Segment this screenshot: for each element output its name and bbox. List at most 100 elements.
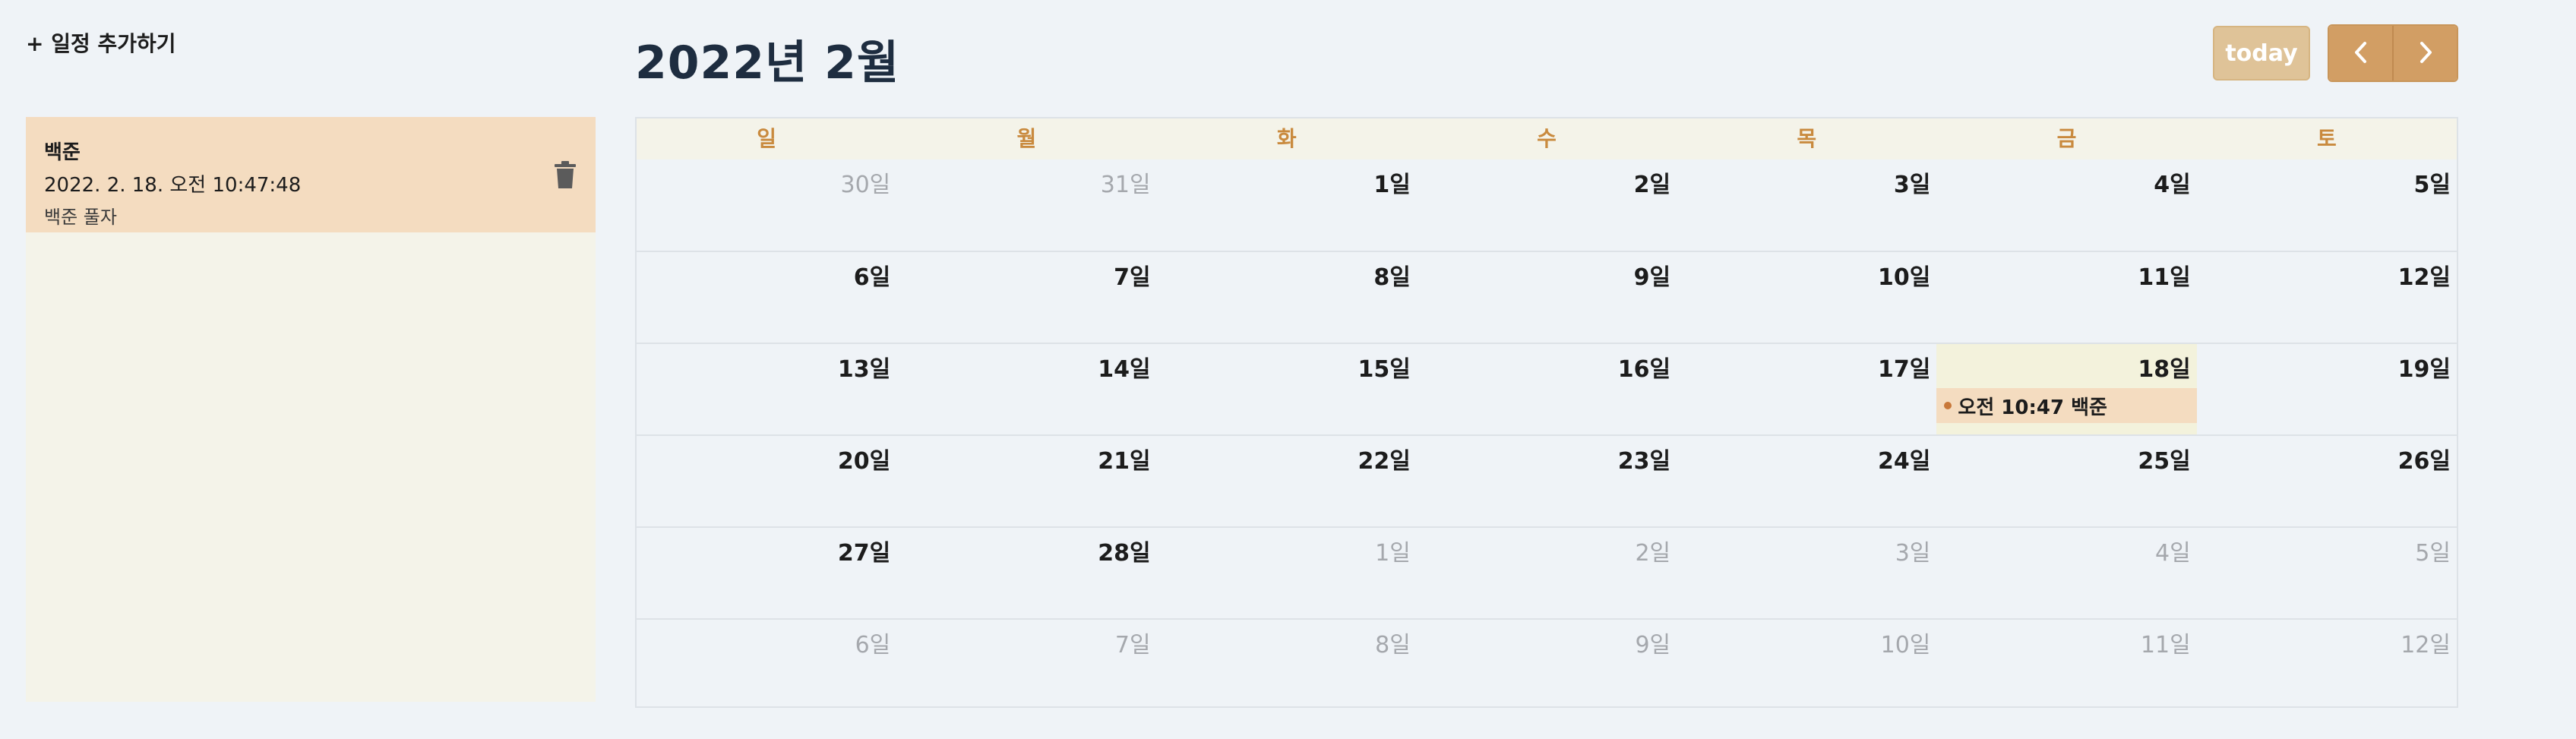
day-number: 6일 (853, 264, 891, 291)
calendar-day[interactable]: 7일 (896, 620, 1156, 710)
day-number: 7일 (1114, 264, 1151, 291)
weekday-wed: 수 (1537, 126, 1557, 151)
calendar-day[interactable]: 5일 (2197, 159, 2457, 251)
day-number: 7일 (1114, 632, 1151, 658)
calendar-day[interactable]: 31일 (896, 159, 1156, 251)
calendar-day[interactable]: 22일 (1157, 436, 1417, 526)
calendar-day[interactable]: 8일 (1157, 620, 1417, 710)
calendar-week: 30일 31일 1일 2일 3일 4일 5일 (637, 159, 2457, 251)
day-number: 15일 (1358, 356, 1411, 383)
calendar-day[interactable]: 8일 (1157, 252, 1417, 343)
calendar-day[interactable]: 6일 (637, 252, 896, 343)
calendar-day[interactable]: 12일 (2197, 620, 2457, 710)
day-number: 11일 (2140, 632, 2191, 658)
calendar-day[interactable]: 9일 (1417, 620, 1677, 710)
weekday-fri: 금 (2056, 126, 2077, 151)
day-number: 21일 (1098, 448, 1151, 475)
day-number: 5일 (2415, 540, 2451, 567)
day-number: 18일 (2138, 356, 2191, 383)
day-number: 8일 (1373, 264, 1411, 291)
calendar-day[interactable]: 23일 (1417, 436, 1677, 526)
calendar-day[interactable]: 13일 (637, 344, 896, 434)
calendar-day[interactable]: 2일 (1417, 159, 1677, 251)
day-number: 3일 (1893, 172, 1931, 198)
day-number: 9일 (1635, 632, 1671, 658)
event-description: 백준 풀자 (44, 207, 117, 228)
weekday-header: 일 월 화 수 목 금 토 (637, 118, 2457, 159)
day-number: 5일 (2413, 172, 2451, 198)
today-button[interactable]: today (2213, 26, 2310, 81)
trash-icon[interactable] (552, 159, 579, 190)
calendar-day[interactable]: 27일 (637, 528, 896, 618)
day-number: 25일 (2138, 448, 2191, 475)
calendar-day[interactable]: 16일 (1417, 344, 1677, 434)
calendar-day[interactable]: 11일 (1936, 620, 2196, 710)
calendar-day[interactable]: 4일 (1936, 528, 2196, 618)
day-number: 30일 (840, 172, 891, 198)
day-number: 3일 (1895, 540, 1931, 567)
weekday-tue: 화 (1276, 126, 1297, 151)
calendar-day[interactable]: 4일 (1936, 159, 2196, 251)
calendar-day[interactable]: 19일 (2197, 344, 2457, 434)
calendar-day[interactable]: 28일 (896, 528, 1156, 618)
calendar-day[interactable]: 5일 (2197, 528, 2457, 618)
day-number: 10일 (1880, 632, 1931, 658)
chevron-right-icon (2416, 40, 2435, 67)
calendar-day[interactable]: 26일 (2197, 436, 2457, 526)
calendar-day[interactable]: 15일 (1157, 344, 1417, 434)
prev-month-button[interactable] (2329, 26, 2392, 81)
event-title: 백준 (44, 141, 81, 164)
day-number: 8일 (1375, 632, 1411, 658)
day-number: 4일 (2155, 540, 2191, 567)
day-number: 19일 (2397, 356, 2451, 383)
calendar-day[interactable]: 21일 (896, 436, 1156, 526)
add-event-button[interactable]: + 일정 추가하기 (26, 27, 176, 58)
calendar-day[interactable]: 20일 (637, 436, 896, 526)
day-number: 13일 (837, 356, 891, 383)
calendar-event[interactable]: 오전 10:47 백준 (1936, 388, 2197, 423)
calendar-day[interactable]: 2일 (1417, 528, 1677, 618)
calendar-event-label: 오전 10:47 백준 (1958, 396, 2107, 419)
calendar-week: 13일 14일 15일 16일 17일 18일 오전 10:47 백준 19일 (637, 343, 2457, 434)
calendar-day[interactable]: 1일 (1157, 159, 1417, 251)
calendar-grid: 일 월 화 수 목 금 토 30일 31일 1일 2일 3일 4일 5일 6일 7일 8일 9일 10… (635, 117, 2458, 708)
day-number: 16일 (1617, 356, 1671, 383)
calendar-day[interactable]: 11일 (1936, 252, 2196, 343)
next-month-button[interactable] (2392, 26, 2457, 81)
day-number: 22일 (1358, 448, 1411, 475)
calendar-day[interactable]: 3일 (1677, 159, 1936, 251)
day-number: 2일 (1633, 172, 1671, 198)
calendar-day[interactable]: 30일 (637, 159, 896, 251)
calendar-day[interactable]: 10일 (1677, 620, 1936, 710)
calendar-day[interactable]: 17일 (1677, 344, 1936, 434)
chevron-left-icon (2352, 40, 2370, 67)
calendar-week: 6일 7일 8일 9일 10일 11일 12일 (637, 618, 2457, 710)
day-number: 4일 (2154, 172, 2191, 198)
day-number: 20일 (837, 448, 891, 475)
weekday-sat: 토 (2316, 126, 2337, 151)
day-number: 17일 (1878, 356, 1931, 383)
calendar-week: 6일 7일 8일 9일 10일 11일 12일 (637, 251, 2457, 343)
weekday-sun: 일 (757, 126, 777, 151)
event-card[interactable]: 백준 2022. 2. 18. 오전 10:47:48 백준 풀자 (26, 117, 596, 232)
calendar-day[interactable]: 1일 (1157, 528, 1417, 618)
calendar-day[interactable]: 6일 (637, 620, 896, 710)
day-number: 14일 (1098, 356, 1151, 383)
calendar-day[interactable]: 24일 (1677, 436, 1936, 526)
calendar-day[interactable]: 7일 (896, 252, 1156, 343)
day-number: 10일 (1878, 264, 1931, 291)
calendar-day[interactable]: 12일 (2197, 252, 2457, 343)
calendar-day[interactable]: 3일 (1677, 528, 1936, 618)
weekday-thu: 목 (1797, 126, 1817, 151)
day-number: 6일 (855, 632, 891, 658)
calendar-day[interactable]: 14일 (896, 344, 1156, 434)
calendar-day[interactable]: 25일 (1936, 436, 2196, 526)
weekday-mon: 월 (1016, 126, 1037, 151)
calendar-day[interactable]: 9일 (1417, 252, 1677, 343)
event-time: 2022. 2. 18. 오전 10:47:48 (44, 174, 302, 197)
day-number: 31일 (1100, 172, 1151, 198)
calendar-day[interactable]: 10일 (1677, 252, 1936, 343)
event-sidebar: 백준 2022. 2. 18. 오전 10:47:48 백준 풀자 (26, 117, 596, 702)
weeks-container: 30일 31일 1일 2일 3일 4일 5일 6일 7일 8일 9일 10일 11일 12일 13일 14일 1… (637, 159, 2457, 710)
